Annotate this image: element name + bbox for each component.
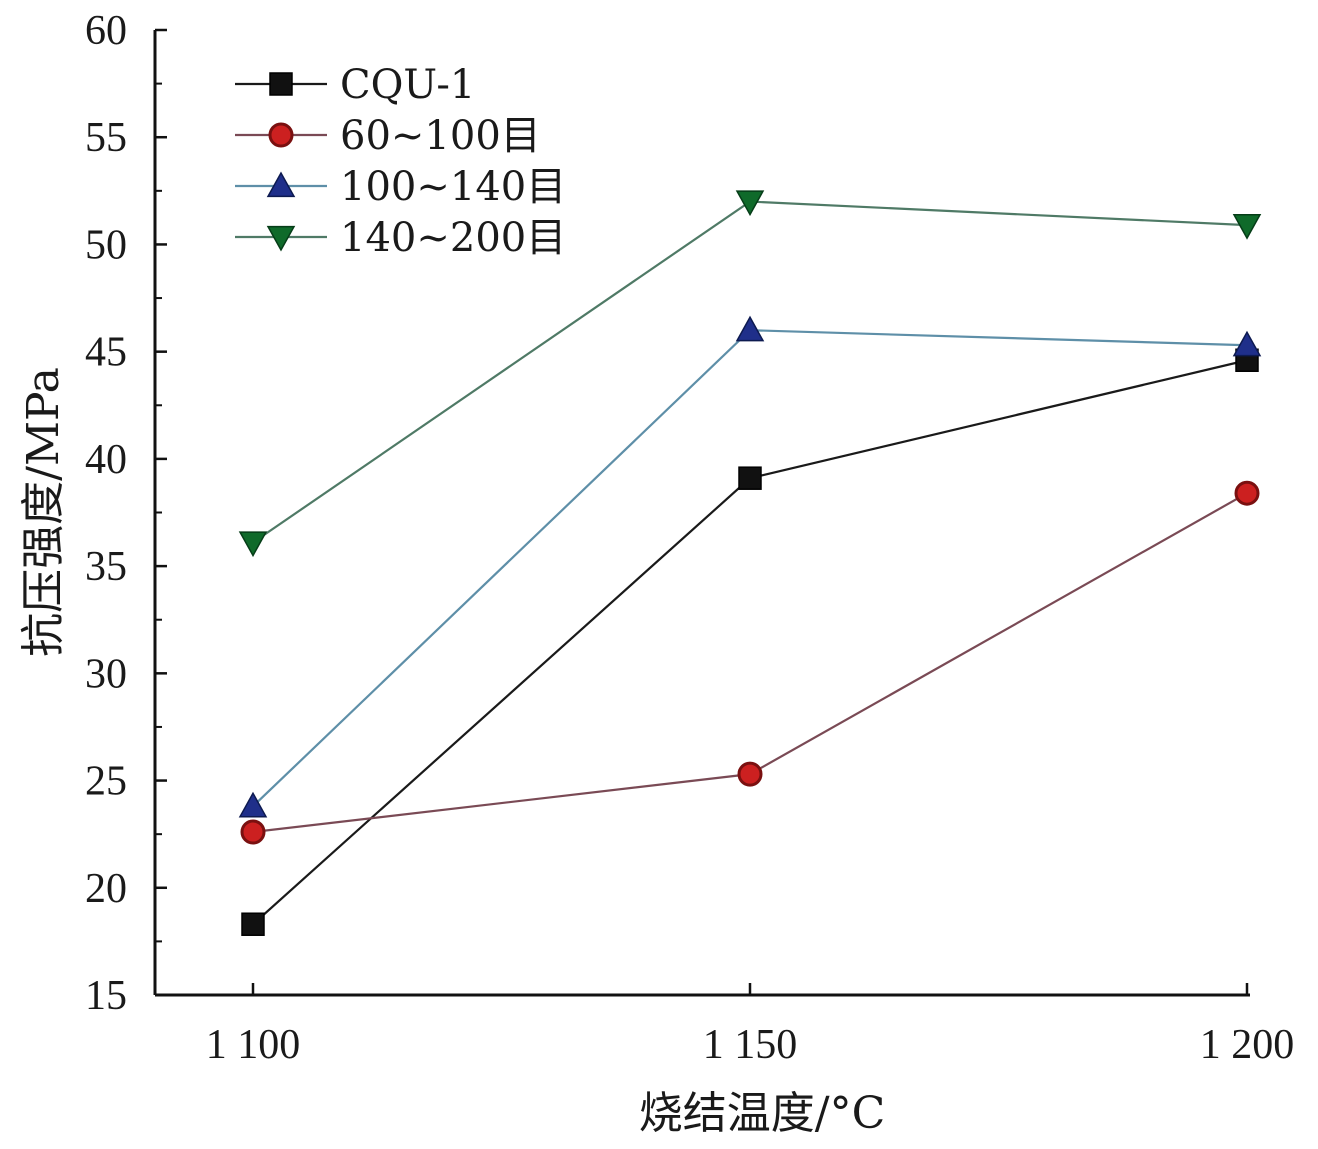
y-tick-label: 45	[85, 330, 127, 376]
x-tick-label: 1 200	[1200, 1022, 1295, 1068]
y-tick-label: 30	[85, 651, 127, 697]
legend-marker	[266, 225, 296, 252]
series-3	[238, 315, 1262, 818]
y-tick-label: 20	[85, 866, 127, 912]
axes	[153, 30, 1250, 997]
legend-item: 140~200目	[235, 215, 566, 261]
data-point	[1234, 480, 1260, 506]
data-point	[240, 819, 266, 845]
data-point	[1232, 213, 1262, 240]
legend-marker	[266, 171, 296, 198]
legend-label: 100~140目	[340, 164, 566, 210]
legend-label: 140~200目	[340, 215, 566, 261]
data-point	[738, 466, 762, 490]
y-tick-label: 55	[85, 115, 127, 161]
legend-item: CQU-1	[235, 62, 475, 108]
x-tick-label: 1 150	[703, 1022, 798, 1068]
legend-label: 60~100目	[340, 113, 541, 159]
data-point	[241, 912, 265, 936]
y-tick-label: 40	[85, 437, 127, 483]
series-1	[241, 348, 1259, 936]
series-line	[252, 329, 1248, 808]
y-tick-label: 60	[85, 8, 127, 54]
data-point	[238, 531, 268, 558]
legend-item: 100~140目	[235, 164, 566, 210]
legend-marker	[269, 72, 293, 96]
y-tick-label: 15	[85, 973, 127, 1019]
data-point	[1232, 330, 1262, 357]
series	[238, 190, 1262, 936]
data-point	[238, 791, 268, 818]
data-point	[735, 190, 765, 217]
legend-item: 60~100目	[235, 113, 541, 159]
legend-marker	[268, 122, 294, 148]
x-tick-label: 1 100	[206, 1022, 301, 1068]
y-tick-label: 50	[85, 222, 127, 268]
series-2	[240, 480, 1260, 845]
x-ticks: 1 100 1 150 1 200	[206, 983, 1295, 1068]
y-ticks: 15 20 25 30 35 40 45 50 55 60	[85, 8, 167, 1019]
data-point	[735, 315, 765, 342]
legend-label: CQU-1	[340, 62, 475, 108]
y-axis-title: 抗压强度/MPa	[18, 367, 69, 657]
legend: CQU-1 60~100目 100~140目 140~200目	[235, 62, 566, 261]
y-tick-label: 25	[85, 759, 127, 805]
x-axis-title: 烧结温度/°C	[639, 1088, 886, 1139]
series-line	[252, 359, 1248, 926]
y-tick-label: 35	[85, 544, 127, 590]
series-4	[238, 190, 1262, 558]
data-point	[737, 761, 763, 787]
